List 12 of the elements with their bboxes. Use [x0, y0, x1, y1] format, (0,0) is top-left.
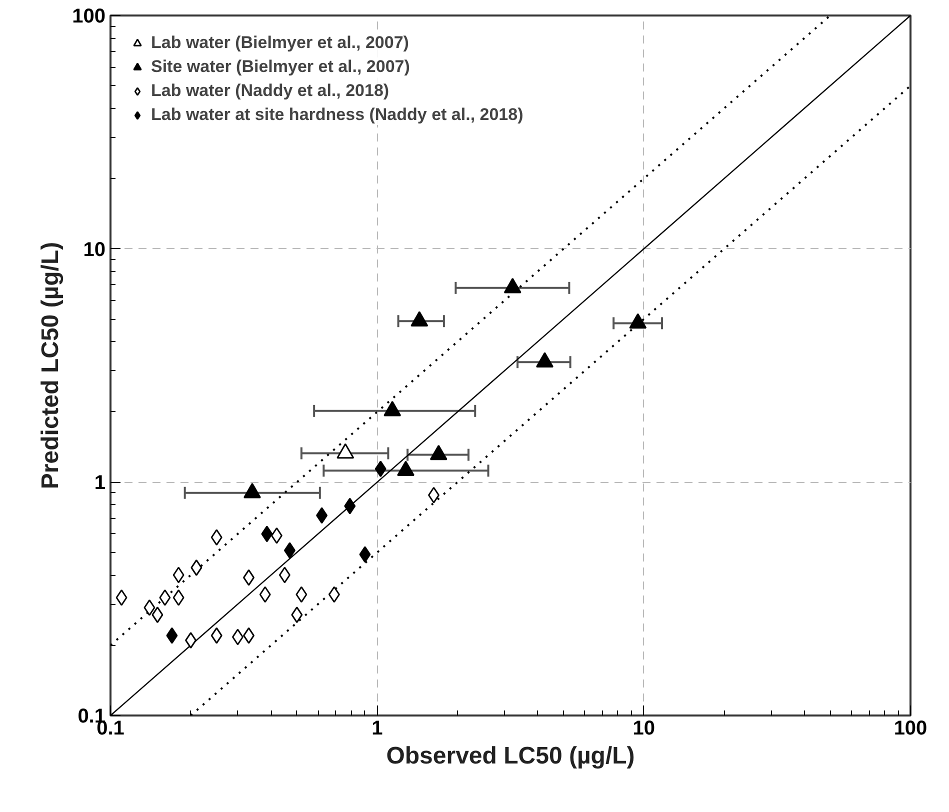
legend-label: Lab water (Naddy et al., 2018): [151, 81, 390, 101]
y-tick-label: 10: [83, 238, 106, 261]
y-axis-title: Predicted LC50 (µg/L): [37, 242, 64, 490]
x-axis-title: Observed LC50 (µg/L): [386, 742, 635, 770]
x-tick-label: 100: [894, 718, 928, 740]
x-tick-label: 1: [372, 718, 383, 740]
legend-label: Site water (Bielmyer et al., 2007): [151, 57, 410, 77]
y-tick-label: 100: [72, 6, 106, 28]
legend-label: Lab water (Bielmyer et al., 2007): [151, 33, 409, 53]
y-tick-label: 1: [94, 472, 106, 494]
x-tick-label: 10: [632, 718, 655, 740]
legend-label: Lab water at site hardness (Naddy et al., 2018): [151, 105, 524, 125]
